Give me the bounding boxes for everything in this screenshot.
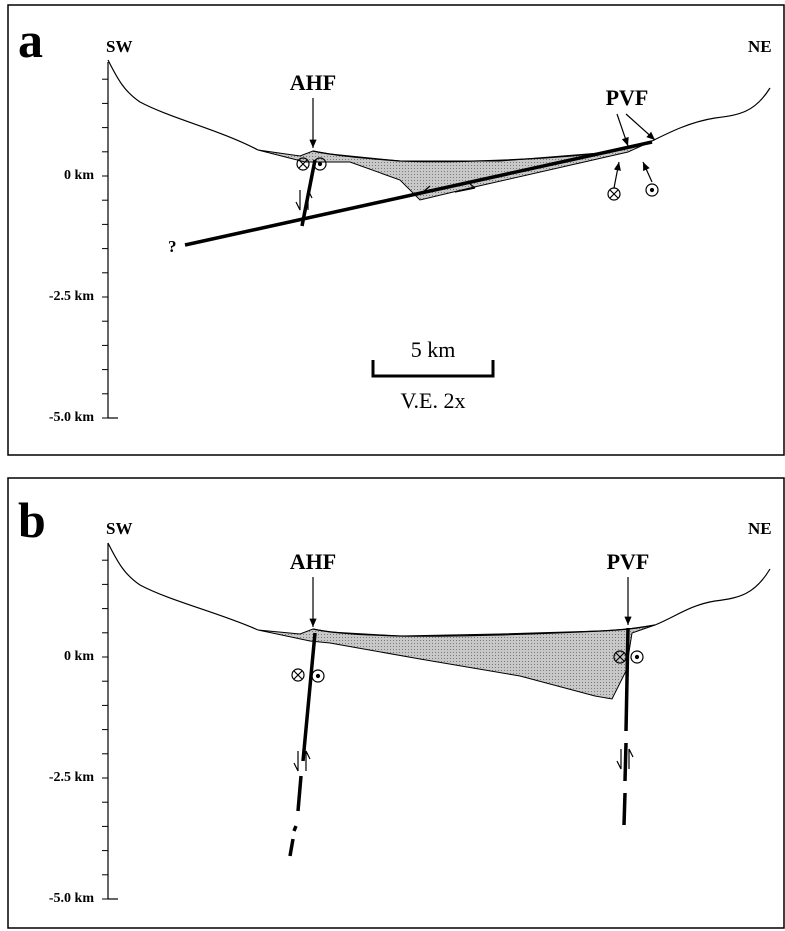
scale-label: 5 km	[411, 337, 456, 362]
panel-frame	[7, 4, 785, 456]
fault	[622, 627, 630, 826]
fault-label: AHF	[290, 70, 336, 95]
arrow	[625, 113, 656, 141]
panel-letter: b	[18, 492, 46, 548]
fault-label: AHF	[290, 549, 336, 574]
depth-label: -5.0 km	[49, 891, 94, 906]
depth-label: -5.0 km	[49, 410, 94, 425]
direction-label: NE	[748, 519, 772, 538]
panel-a: a SW NE AHF PVF ? 5 km V.E. 2x 0 km -2.5 …	[7, 4, 785, 456]
unknown-marker: ?	[168, 237, 177, 256]
panel-frame	[7, 477, 785, 929]
topography	[107, 542, 771, 637]
arrow	[613, 161, 621, 189]
direction-label: SW	[106, 37, 132, 56]
depth-label: -2.5 km	[49, 770, 94, 785]
panel-letter: a	[18, 12, 43, 68]
scale-bar	[371, 360, 495, 378]
fault-label: PVF	[607, 549, 650, 574]
direction-label: NE	[748, 37, 772, 56]
motion-symbols	[291, 650, 644, 772]
detachment-fault	[184, 140, 653, 247]
arrow	[642, 161, 653, 183]
fault-label: PVF	[606, 85, 649, 110]
arrow	[616, 113, 629, 147]
motion-symbols	[295, 157, 659, 211]
depth-label: -2.5 km	[49, 289, 94, 304]
fault	[288, 632, 317, 857]
topography	[107, 59, 771, 163]
depth-label: 0 km	[64, 649, 94, 664]
panel-b: b SW NE AHF PVF 0 km -2.5 km -5.0 km	[7, 477, 785, 929]
direction-label: SW	[106, 519, 132, 538]
basin-fill	[257, 141, 651, 201]
depth-label: 0 km	[64, 168, 94, 183]
exaggeration-label: V.E. 2x	[401, 388, 466, 413]
